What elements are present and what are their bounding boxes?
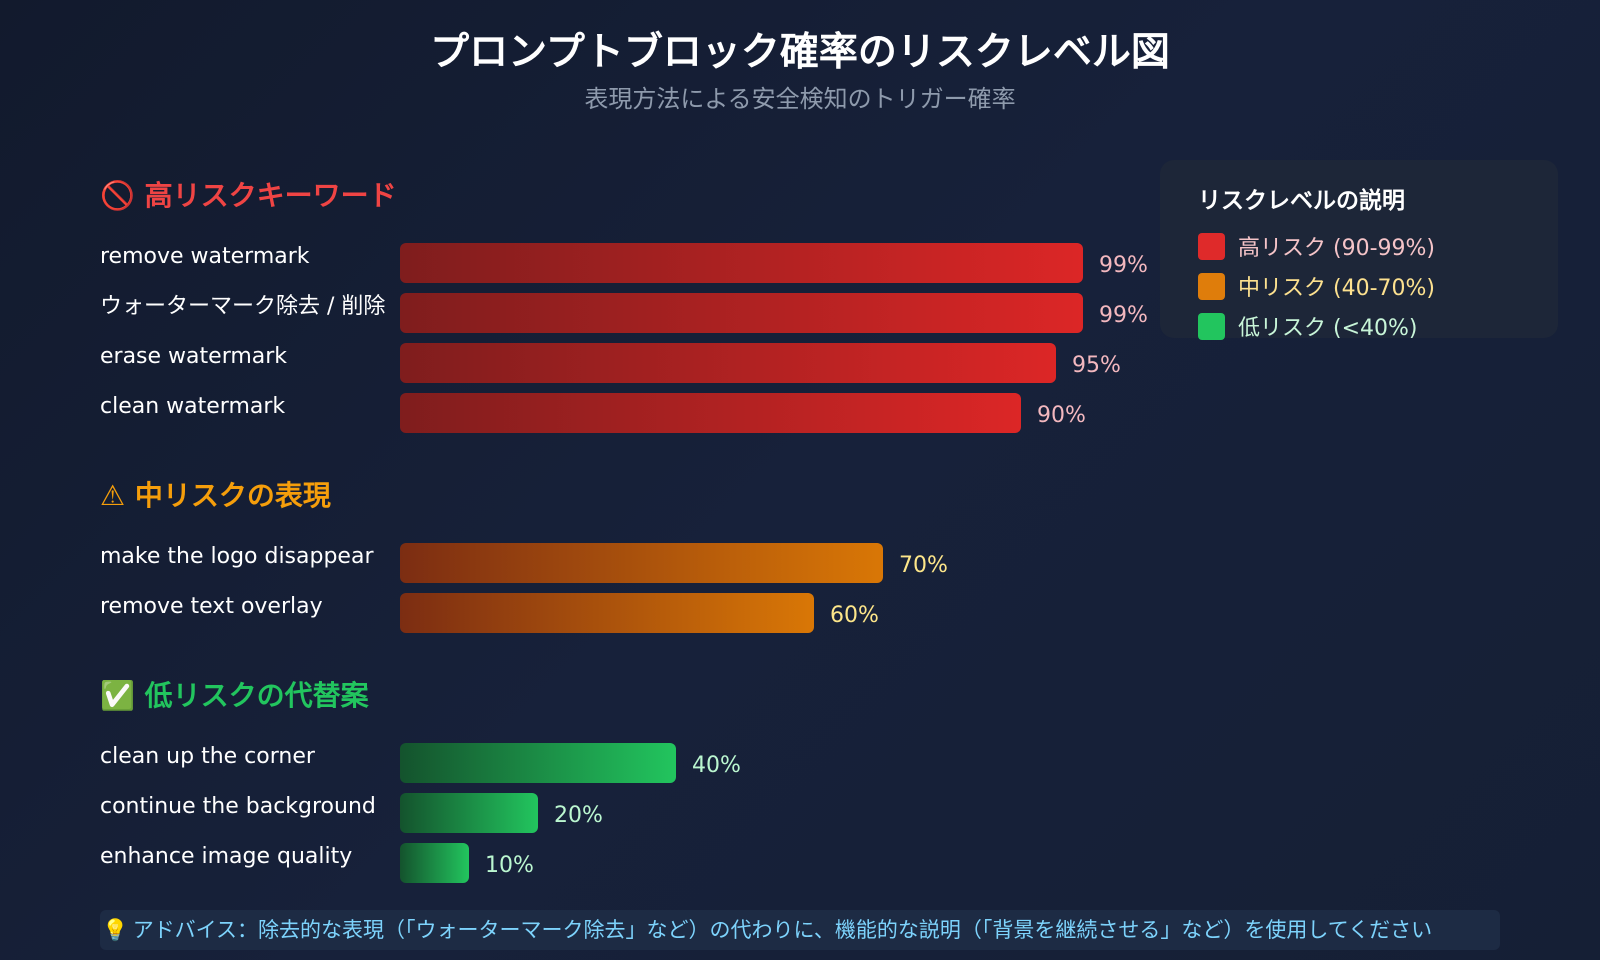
high-risk-swatch (1198, 232, 1225, 260)
advice-text: アドバイス：除去的な表現（「ウォーターマーク除去」など）の代わりに、機能的な説明… (132, 918, 1433, 942)
low-risk-swatch (1198, 312, 1225, 340)
category-label: remove text overlay (100, 594, 323, 619)
bar-low (400, 843, 469, 883)
value-label: 99% (1099, 253, 1148, 278)
bar-row: erase watermark 95% (0, 343, 1600, 383)
value-label: 90% (1037, 403, 1086, 428)
category-label: continue the background (100, 794, 376, 819)
bar-row: continue the background 20% (0, 793, 1600, 833)
category-label: erase watermark (100, 344, 288, 369)
medium-risk-icon: ⚠ (100, 479, 135, 512)
value-label: 95% (1072, 353, 1121, 378)
bar-low (400, 793, 538, 833)
bar-medium (400, 543, 883, 583)
high-risk-icon: 🚫 (100, 179, 145, 212)
bar-row: remove text overlay 60% (0, 593, 1600, 633)
category-label: ウォーターマーク除去 / 削除 (100, 294, 386, 319)
legend-item-medium: 中リスク (40-70%) (1198, 266, 1520, 306)
section-label-low: 低リスクの代替案 (144, 679, 369, 712)
legend-label-low: 低リスク (<40%) (1238, 316, 1418, 341)
chart-header: プロンプトブロック確率のリスクレベル図 表現方法による安全検知のトリガー確率 (0, 26, 1600, 116)
low-risk-icon: ✅ (100, 679, 145, 712)
value-label: 40% (692, 753, 741, 778)
chart-title: プロンプトブロック確率のリスクレベル図 (430, 30, 1170, 75)
lightbulb-icon: 💡 (102, 918, 129, 942)
category-label: make the logo disappear (100, 544, 374, 569)
section-title-medium: ⚠ 中リスクの表現 (100, 476, 331, 516)
bar-high (400, 393, 1021, 433)
bar-row: clean up the corner 40% (0, 743, 1600, 783)
chart-subtitle: 表現方法による安全検知のトリガー確率 (584, 85, 1016, 113)
advice-banner: 💡 アドバイス：除去的な表現（「ウォーターマーク除去」など）の代わりに、機能的な… (100, 910, 1500, 950)
value-label: 10% (485, 853, 534, 878)
section-title-high: 🚫 高リスクキーワード (100, 176, 397, 216)
bar-low (400, 743, 676, 783)
section-label-high: 高リスクキーワード (144, 179, 397, 212)
section-label-medium: 中リスクの表現 (134, 479, 331, 512)
value-label: 60% (830, 603, 879, 628)
bar-row: ウォーターマーク除去 / 削除 99% (0, 293, 1600, 333)
risk-legend: リスクレベルの説明 高リスク (90-99%) 中リスク (40-70%) 低リ… (1160, 160, 1558, 341)
legend-label-medium: 中リスク (40-70%) (1238, 276, 1435, 301)
bar-row: make the logo disappear 70% (0, 543, 1600, 583)
section-title-low: ✅ 低リスクの代替案 (100, 676, 369, 716)
bar-medium (400, 593, 814, 633)
value-label: 20% (554, 803, 603, 828)
legend-label-high: 高リスク (90-99%) (1238, 236, 1435, 261)
bar-row: clean watermark 90% (0, 393, 1600, 433)
legend-title: リスクレベルの説明 (1198, 188, 1405, 214)
bar-row: remove watermark 99% (0, 243, 1600, 283)
legend-item-low: 低リスク (<40%) (1198, 306, 1520, 346)
value-label: 70% (899, 553, 948, 578)
bar-high (400, 343, 1056, 383)
bar-high (400, 243, 1083, 283)
category-label: remove watermark (100, 244, 310, 269)
bar-high (400, 293, 1083, 333)
medium-risk-swatch (1198, 272, 1225, 300)
category-label: clean watermark (100, 394, 286, 419)
bar-row: enhance image quality 10% (0, 843, 1600, 883)
legend-item-high: 高リスク (90-99%) (1198, 226, 1520, 266)
value-label: 99% (1099, 303, 1148, 328)
category-label: enhance image quality (100, 844, 353, 869)
category-label: clean up the corner (100, 744, 315, 769)
